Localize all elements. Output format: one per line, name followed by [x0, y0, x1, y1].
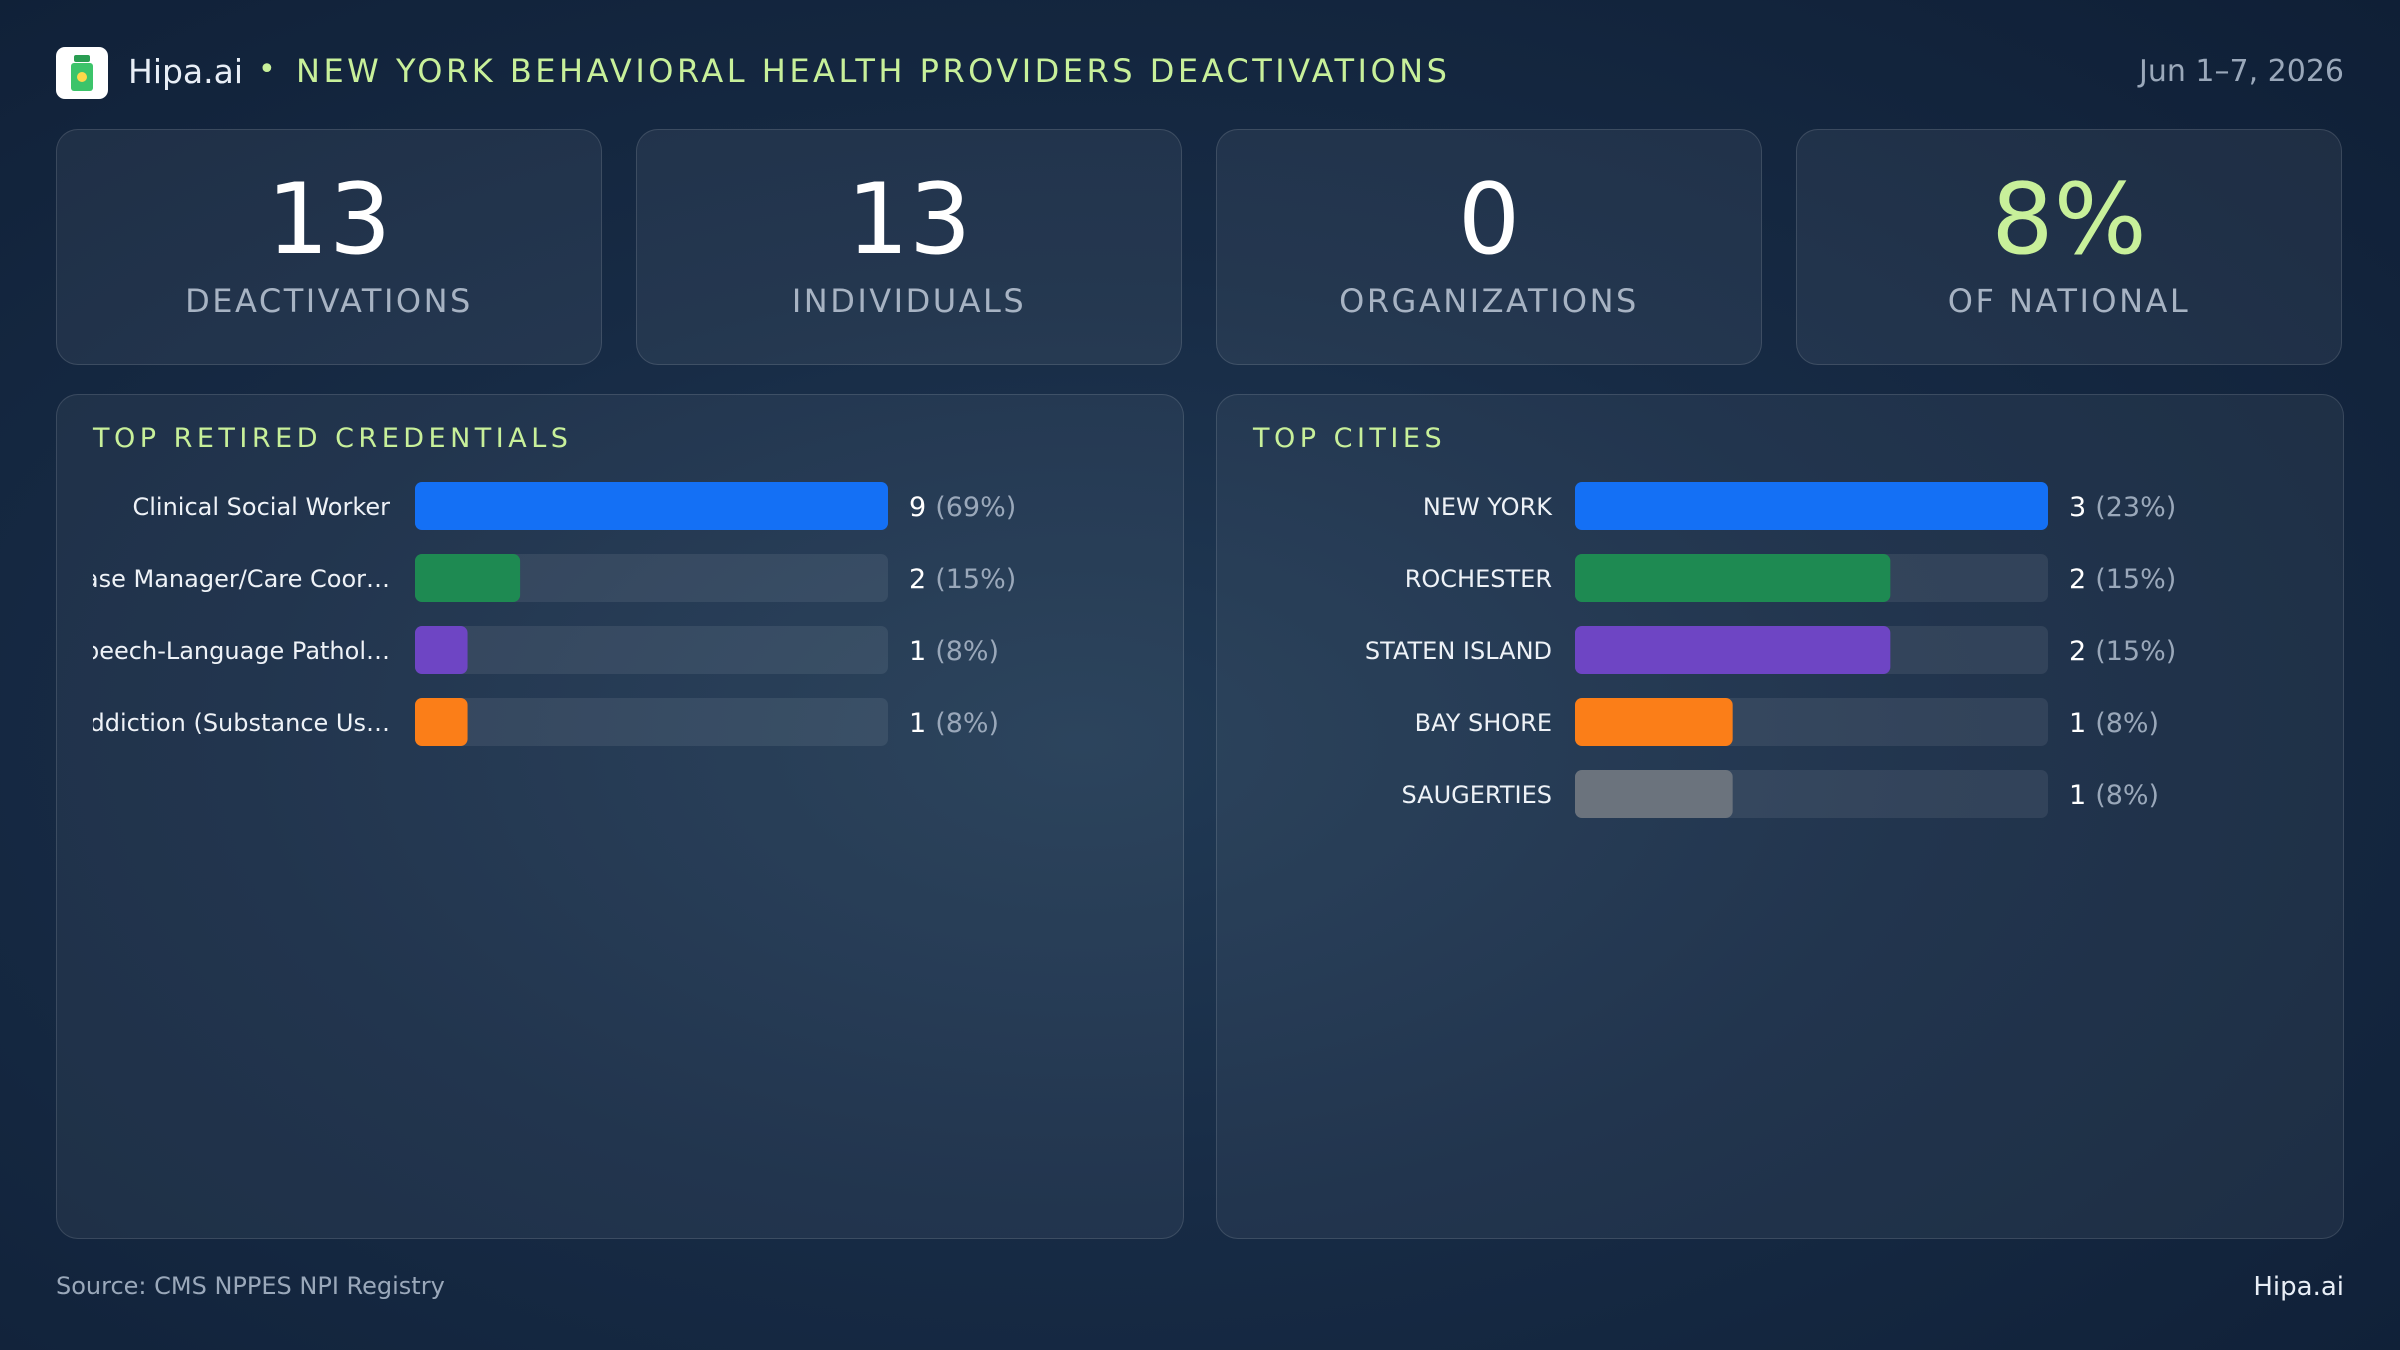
category-label: SAUGERTIES [1402, 781, 1553, 809]
value-label: 2 (15%) [909, 564, 1016, 595]
value-share: (8%) [935, 636, 999, 667]
category-label: Speech-Language Pathol… [69, 637, 390, 665]
bar [1575, 482, 2048, 530]
value-share: (69%) [935, 492, 1016, 523]
page-title: NEW YORK BEHAVIORAL HEALTH PROVIDERS DEA… [296, 52, 1451, 90]
value-label: 1 (8%) [2069, 780, 2159, 811]
brand: Hipa.ai [128, 52, 244, 91]
kpi-label: INDIVIDUALS [791, 282, 1027, 320]
bar [415, 482, 888, 530]
value-number: 2 [2069, 636, 2086, 667]
bar [1575, 626, 1891, 674]
bar [415, 554, 521, 602]
value-share: (15%) [2095, 636, 2176, 667]
bar-track [415, 698, 888, 746]
separator: • [258, 52, 276, 87]
value-number: 3 [2069, 492, 2086, 523]
kpi-value: 13 [846, 163, 972, 277]
value-label: 1 (8%) [909, 708, 999, 739]
kpi-card: 13 INDIVIDUALS [636, 129, 1182, 365]
category-label: STATEN ISLAND [1365, 637, 1552, 665]
value-label: 9 (69%) [909, 492, 1016, 523]
value-label: 1 (8%) [909, 636, 999, 667]
value-number: 1 [2069, 708, 2086, 739]
value-share: (8%) [2095, 708, 2159, 739]
category-label: BAY SHORE [1415, 709, 1552, 737]
kpi-value: 0 [1457, 163, 1521, 277]
category-label: ROCHESTER [1405, 565, 1552, 593]
bar [1575, 554, 1891, 602]
kpi-label: OF NATIONAL [1947, 282, 2191, 320]
category-label: Addiction (Substance Us… [74, 709, 390, 737]
chart-title: TOP CITIES [1252, 423, 1446, 454]
bar [415, 626, 468, 674]
value-share: (23%) [2095, 492, 2176, 523]
chart-panel: TOP CITIES NEW YORK 3 (23%) ROCHESTER 2 (15%) S… [1216, 394, 2344, 1239]
category-label: Clinical Social Worker [132, 493, 390, 521]
date-range: Jun 1–7, 2026 [2138, 54, 2344, 89]
bar-track [415, 626, 888, 674]
value-number: 1 [909, 636, 926, 667]
kpi-card: 8% OF NATIONAL [1796, 129, 2342, 365]
chart: TOP CITIES NEW YORK 3 (23%) ROCHESTER 2 (15%) S… [1252, 423, 2176, 818]
kpi-card: 13 DEACTIVATIONS [56, 129, 602, 365]
category-label: Case Manager/Care Coor… [67, 565, 390, 593]
value-label: 3 (23%) [2069, 492, 2176, 523]
kpi-value: 8% [1991, 163, 2147, 277]
value-label: 2 (15%) [2069, 564, 2176, 595]
chart: TOP RETIRED CREDENTIALS Clinical Social W… [67, 423, 1016, 746]
value-share: (8%) [935, 708, 999, 739]
value-label: 2 (15%) [2069, 636, 2176, 667]
kpi-label: ORGANIZATIONS [1339, 282, 1639, 320]
value-number: 1 [2069, 780, 2086, 811]
source: Source: CMS NPPES NPI Registry [56, 1272, 445, 1300]
kpi-label: DEACTIVATIONS [185, 282, 473, 320]
value-share: (15%) [935, 564, 1016, 595]
value-number: 1 [909, 708, 926, 739]
value-number: 2 [909, 564, 926, 595]
category-label: NEW YORK [1423, 493, 1553, 521]
kpi-card: 0 ORGANIZATIONS [1216, 129, 1762, 365]
value-number: 2 [2069, 564, 2086, 595]
chart-panel: TOP RETIRED CREDENTIALS Clinical Social W… [56, 394, 1184, 1239]
value-share: (15%) [2095, 564, 2176, 595]
bar-track [415, 554, 888, 602]
kpi-value: 13 [266, 163, 392, 277]
bar [1575, 770, 1733, 818]
bar [1575, 698, 1733, 746]
footer-brand: Hipa.ai [2253, 1272, 2344, 1302]
value-label: 1 (8%) [2069, 708, 2159, 739]
bar [415, 698, 468, 746]
chart-title: TOP RETIRED CREDENTIALS [92, 423, 572, 454]
logo [56, 47, 108, 99]
value-number: 9 [909, 492, 926, 523]
value-share: (8%) [2095, 780, 2159, 811]
